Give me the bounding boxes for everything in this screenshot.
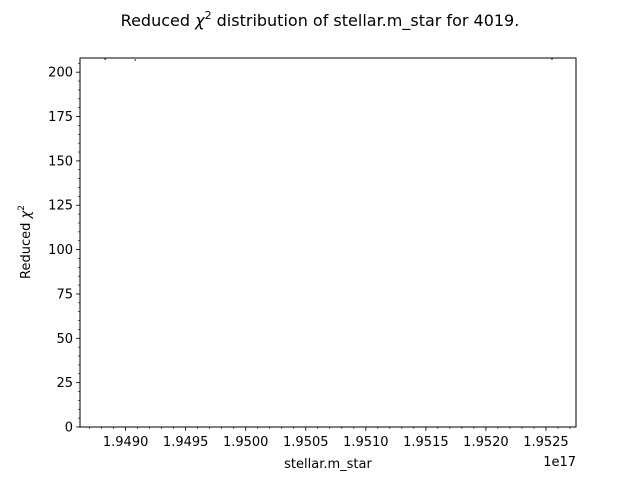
y-axis-ticks: 0 25 50 75 100 125 150 175 200 xyxy=(48,63,80,436)
x-axis-ticks: 1.9490 1.9495 1.9500 1.9505 1.9510 1.9515 1.95… xyxy=(89,427,571,450)
x-tick-label: 1.9525 xyxy=(523,435,569,450)
plot-frame xyxy=(79,57,577,428)
chart-title-symbol: χ xyxy=(194,11,205,30)
chart-title-superscript: 2 xyxy=(205,9,212,22)
data-point xyxy=(551,58,553,60)
x-axis-label: stellar.m_star xyxy=(284,457,372,472)
y-tick-label: 125 xyxy=(48,199,73,214)
y-tick-label: 50 xyxy=(56,332,73,347)
data-point xyxy=(134,59,137,61)
data-points xyxy=(104,58,553,61)
x-tick-label: 1.9510 xyxy=(343,435,389,450)
x-axis-offset-label: 1e17 xyxy=(543,455,576,470)
x-tick-label: 1.9500 xyxy=(223,435,269,450)
x-tick-label: 1.9505 xyxy=(283,435,329,450)
y-axis-label: Reduced χ2 xyxy=(17,205,34,279)
y-tick-label: 150 xyxy=(48,154,73,169)
y-tick-label: 175 xyxy=(48,110,73,125)
plot-area: 1.9490 1.9495 1.9500 1.9505 1.9510 1.9515 1.95… xyxy=(48,57,577,450)
chart-title-suffix: distribution of stellar.m_star for 4019. xyxy=(212,11,520,31)
plot-background xyxy=(80,58,576,427)
x-tick-label: 1.9520 xyxy=(463,435,509,450)
x-tick-label: 1.9495 xyxy=(163,435,209,450)
y-axis-label-superscript: 2 xyxy=(17,205,27,211)
y-tick-label: 0 xyxy=(65,421,73,436)
y-tick-label: 200 xyxy=(48,66,73,81)
chart-title-prefix: Reduced xyxy=(121,11,195,30)
x-tick-label: 1.9515 xyxy=(403,435,449,450)
data-point xyxy=(104,58,107,61)
x-tick-label: 1.9490 xyxy=(103,435,149,450)
y-axis-label-symbol: χ xyxy=(19,209,34,219)
y-axis-label-prefix: Reduced xyxy=(19,218,34,278)
y-tick-label: 75 xyxy=(56,287,73,302)
chart-title: Reduced χ2 distribution of stellar.m_sta… xyxy=(121,9,520,31)
y-tick-label: 100 xyxy=(48,243,73,258)
y-tick-label: 25 xyxy=(56,376,73,391)
